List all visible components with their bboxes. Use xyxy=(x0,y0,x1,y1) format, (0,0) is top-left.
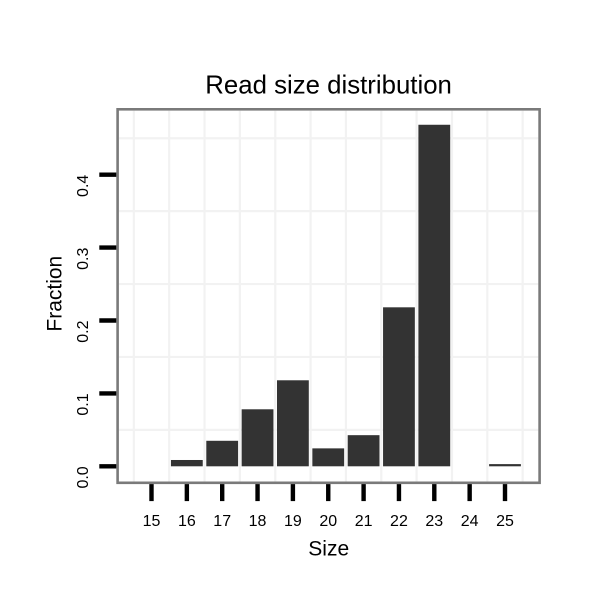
svg-text:23: 23 xyxy=(425,513,443,530)
svg-text:18: 18 xyxy=(249,513,267,530)
svg-text:21: 21 xyxy=(355,513,373,530)
svg-text:0.4: 0.4 xyxy=(75,175,92,197)
svg-text:Size: Size xyxy=(308,537,349,560)
svg-text:25: 25 xyxy=(496,513,514,530)
svg-text:0.1: 0.1 xyxy=(75,393,92,415)
svg-text:22: 22 xyxy=(390,513,408,530)
svg-text:15: 15 xyxy=(143,513,161,530)
svg-text:Fraction: Fraction xyxy=(44,256,67,332)
svg-text:0.2: 0.2 xyxy=(75,320,92,342)
svg-text:16: 16 xyxy=(178,513,196,530)
svg-text:0.3: 0.3 xyxy=(75,248,92,270)
svg-text:0.0: 0.0 xyxy=(75,466,92,488)
svg-text:17: 17 xyxy=(213,513,231,530)
svg-text:20: 20 xyxy=(319,513,337,530)
svg-text:Read size distribution: Read size distribution xyxy=(205,72,452,100)
svg-text:24: 24 xyxy=(461,513,479,530)
svg-text:19: 19 xyxy=(284,513,302,530)
